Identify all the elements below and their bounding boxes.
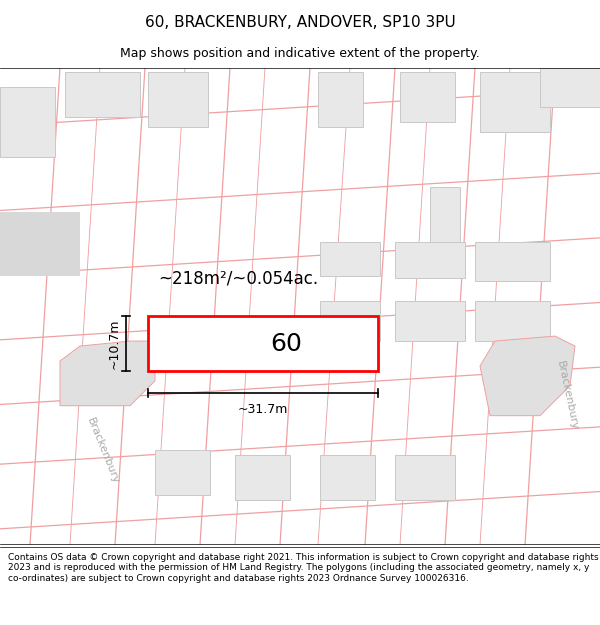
Text: ~31.7m: ~31.7m [238,402,288,416]
Text: Contains OS data © Crown copyright and database right 2021. This information is : Contains OS data © Crown copyright and d… [8,553,598,582]
Text: 60, BRACKENBURY, ANDOVER, SP10 3PU: 60, BRACKENBURY, ANDOVER, SP10 3PU [145,15,455,30]
Bar [430,187,460,242]
Bar [148,72,208,127]
Bar [395,456,455,500]
Bar [540,68,600,108]
Polygon shape [60,341,155,406]
Bar [155,451,210,495]
Bar [320,456,375,500]
Text: Brackenbury: Brackenbury [555,360,580,431]
Bar [400,72,455,122]
Bar [475,301,550,341]
Text: ~218m²/~0.054ac.: ~218m²/~0.054ac. [158,269,318,288]
Bar [480,72,550,132]
Bar [320,242,380,276]
Text: Brackenbury: Brackenbury [85,416,121,485]
Bar [0,212,80,276]
Bar [148,316,378,371]
Bar [318,72,363,127]
Text: 60: 60 [270,331,302,356]
Bar [0,88,55,157]
Bar [320,301,380,341]
Bar [395,301,465,341]
Bar [235,456,290,500]
Bar [475,242,550,281]
Bar [395,242,465,278]
Text: ~10.7m: ~10.7m [107,318,121,369]
Polygon shape [480,336,575,416]
Bar [65,72,140,118]
Text: Map shows position and indicative extent of the property.: Map shows position and indicative extent… [120,48,480,60]
